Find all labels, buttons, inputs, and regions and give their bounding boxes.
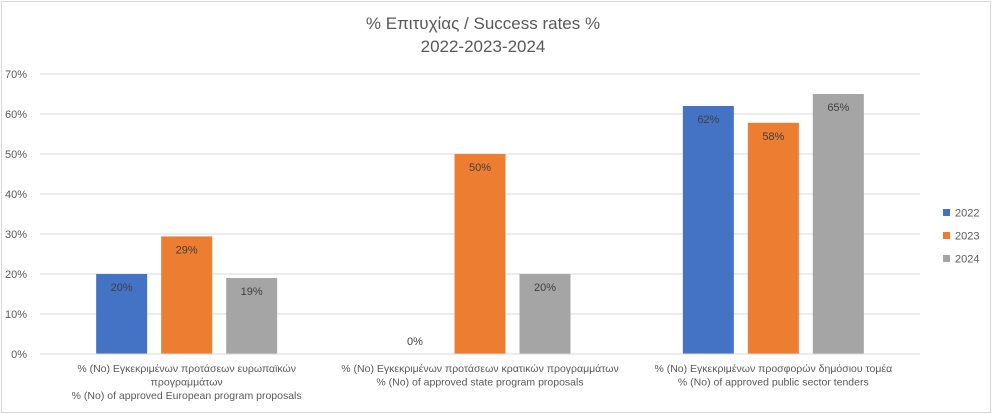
data-label: 58% (762, 131, 784, 143)
bar-2023-cat2 (454, 154, 506, 354)
y-tick-label: 40% (5, 189, 27, 201)
data-label: 50% (469, 162, 491, 174)
y-tick-label: 50% (5, 149, 27, 161)
y-tick-label: 10% (5, 309, 27, 321)
legend-swatch-2024 (943, 255, 950, 262)
y-tick-label: 60% (5, 109, 27, 121)
data-label: 29% (176, 244, 198, 256)
legend-label-2023: 2023 (955, 231, 979, 243)
chart-subtitle: 2022-2023-2024 (421, 37, 546, 56)
legend-label-2022: 2022 (955, 208, 979, 220)
category-label: % (Νο) Εγκεκριμένων προσφορών δημόσιου τ… (654, 363, 892, 375)
bar-2022-cat3 (682, 106, 734, 354)
bar-2024-cat3 (812, 94, 864, 354)
category-label: % (No) of approved European program prop… (72, 390, 302, 402)
data-label: 20% (111, 282, 133, 294)
data-label: 20% (534, 282, 556, 294)
legend-label-2024: 2024 (955, 254, 979, 266)
y-tick-label: 70% (5, 69, 27, 81)
data-label: 65% (827, 102, 849, 114)
bar-2023-cat1 (161, 236, 213, 354)
bars (96, 94, 864, 354)
bar-2022-cat1 (96, 274, 148, 354)
legend-swatch-2022 (943, 209, 950, 216)
bar-2024-cat2 (519, 274, 571, 354)
data-labels: 20% 29% 19% 0% 50% 20% 62% 58% 65% (111, 102, 850, 348)
category-label: % (No) of approved public sector tenders (678, 377, 869, 389)
bar-2024-cat1 (226, 278, 278, 354)
category-label: προγραμμάτων (151, 377, 223, 389)
legend-swatch-2023 (943, 232, 950, 239)
category-label: % (Νο) Εγκεκριμένων προτάσεων κρατικών π… (341, 363, 618, 375)
axes: 0% 10% 20% 30% 40% 50% 60% 70% % (Νο) Εγκεκριμέν… (5, 69, 920, 402)
y-tick-label: 30% (5, 229, 27, 241)
bar-2023-cat3 (747, 122, 799, 354)
data-label: 0% (407, 336, 423, 348)
data-label: 19% (241, 286, 263, 298)
y-tick-label: 0% (11, 349, 27, 361)
data-label: 62% (697, 114, 719, 126)
chart-title: % Επιτυχίας / Success rates % (366, 14, 600, 33)
category-label: % (Νο) Εγκεκριμένων προτάσεων ευρωπαϊκών (77, 363, 296, 375)
legend: 2022 2023 2024 (943, 208, 979, 266)
y-tick-label: 20% (5, 269, 27, 281)
category-label: % (No) of approved state program proposa… (376, 377, 583, 389)
